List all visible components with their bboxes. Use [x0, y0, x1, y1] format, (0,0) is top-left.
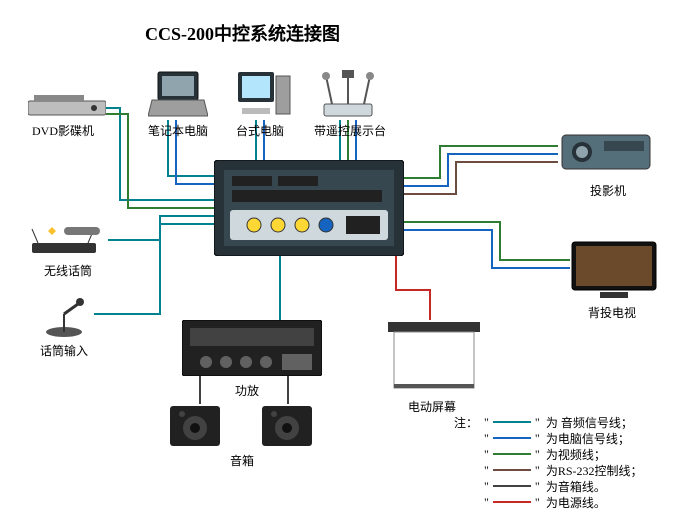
legend-prefix: 注：	[454, 414, 484, 510]
diagram-canvas: CCS-200中控系统连接图 DVD影碟机 笔记本电脑 台式电脑 带遥控展示台 …	[0, 0, 700, 528]
legend-row: ""为电源线。	[484, 494, 643, 510]
tv-label: 背投电视	[588, 304, 636, 321]
controller-icon	[214, 160, 404, 256]
tv-icon	[570, 240, 658, 300]
screen-icon	[384, 320, 484, 392]
wire-video	[404, 222, 570, 260]
dvd-icon	[28, 95, 106, 117]
speaker-label: 音箱	[230, 452, 254, 469]
visualizer-icon	[316, 68, 380, 118]
legend-row: ""为音箱线。	[484, 478, 643, 494]
laptop-icon	[148, 70, 208, 118]
desktop-label: 台式电脑	[236, 122, 284, 139]
wireless-mic-label: 无线话筒	[44, 262, 92, 279]
wire-pc	[404, 154, 558, 186]
amp-icon	[182, 320, 322, 376]
legend: 注： ""为 音频信号线；""为电脑信号线；""为视频线；""为RS-232控制…	[454, 414, 643, 510]
screen-label: 电动屏幕	[408, 398, 456, 415]
mic-input-label: 话筒输入	[40, 342, 88, 359]
laptop-label: 笔记本电脑	[148, 122, 208, 139]
wire-pc	[404, 230, 570, 268]
legend-row: ""为视频线；	[484, 446, 643, 462]
visualizer-label: 带遥控展示台	[314, 122, 386, 139]
wireless-mic-icon	[28, 225, 108, 255]
projector-icon	[558, 125, 654, 177]
dvd-label: DVD影碟机	[32, 122, 94, 139]
wire-audio	[94, 224, 214, 314]
wire-power	[396, 256, 430, 320]
amp-label: 功放	[235, 382, 259, 399]
mic-input-icon	[36, 298, 94, 338]
speaker-right-icon	[260, 404, 314, 448]
legend-row: ""为RS-232控制线；	[484, 462, 643, 478]
legend-row: ""为 音频信号线；	[484, 414, 643, 430]
desktop-icon	[232, 70, 292, 118]
projector-label: 投影机	[590, 182, 626, 199]
speaker-left-icon	[168, 404, 222, 448]
legend-row: ""为电脑信号线；	[484, 430, 643, 446]
